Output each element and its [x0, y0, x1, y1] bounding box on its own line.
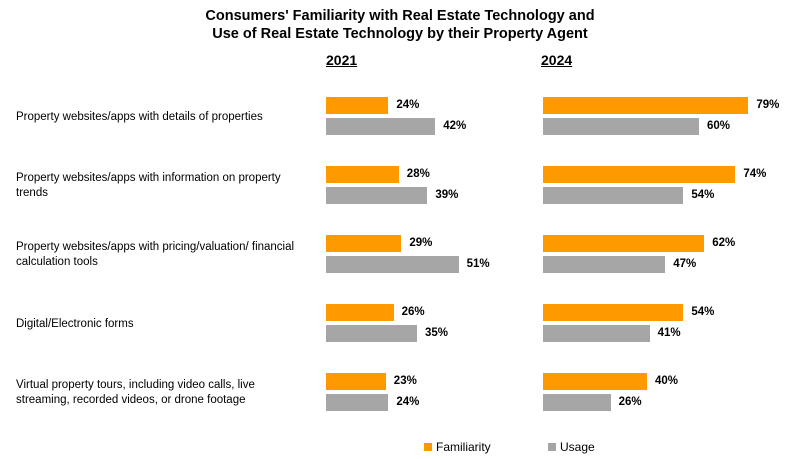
data-label-usage-2024-3: 47% — [673, 258, 697, 270]
chart-title-line-2: Use of Real Estate Technology by their P… — [212, 26, 588, 42]
data-label-familiarity-2021-1: 24% — [396, 99, 420, 111]
category-label-3-line-2: calculation tools — [16, 256, 98, 268]
chart-title: Consumers' Familiarity with Real Estate … — [0, 7, 800, 43]
bar-usage-2024-4 — [543, 325, 650, 342]
bar-usage-2021-5 — [326, 394, 389, 411]
legend-item-usage: Usage — [548, 440, 595, 454]
category-label-1: Property websites/apps with details of p… — [16, 110, 316, 125]
data-label-usage-2024-4: 41% — [657, 327, 681, 339]
data-label-usage-2024-2: 54% — [691, 189, 715, 201]
bar-usage-2021-3 — [326, 256, 459, 273]
bar-familiarity-2024-4 — [543, 304, 684, 321]
data-label-familiarity-2024-3: 62% — [712, 237, 736, 249]
bar-familiarity-2021-1 — [326, 97, 389, 114]
bar-usage-2021-4 — [326, 325, 417, 342]
category-label-4-line-1: Digital/Electronic forms — [16, 317, 134, 330]
data-label-familiarity-2024-1: 79% — [756, 99, 780, 111]
category-label-5-line-1: Virtual property tours, including video … — [16, 379, 255, 391]
data-label-usage-2021-5: 24% — [396, 396, 420, 408]
data-label-usage-2021-2: 39% — [435, 189, 459, 201]
data-label-usage-2021-4: 35% — [425, 327, 449, 339]
category-label-3-line-1: Property websites/apps with pricing/valu… — [16, 241, 295, 253]
legend-swatch-usage — [548, 443, 556, 451]
legend-item-familiarity: Familiarity — [424, 440, 491, 454]
panel-heading-2024: 2024 — [541, 52, 573, 68]
bar-usage-2024-2 — [543, 187, 684, 204]
category-label-2-line-2: trends — [16, 187, 48, 199]
data-label-familiarity-2021-4: 26% — [401, 306, 425, 318]
bar-usage-2024-5 — [543, 394, 611, 411]
bar-familiarity-2021-2 — [326, 166, 399, 183]
bar-familiarity-2024-1 — [543, 97, 749, 114]
bar-familiarity-2024-5 — [543, 373, 647, 390]
category-label-3: Property websites/apps with pricing/valu… — [16, 240, 316, 270]
panel-heading-2021: 2021 — [326, 52, 358, 68]
bar-usage-2021-1 — [326, 118, 436, 135]
category-label-2-line-1: Property websites/apps with information … — [16, 172, 281, 184]
legend-swatch-familiarity — [424, 443, 432, 451]
category-label-5: Virtual property tours, including video … — [16, 378, 316, 408]
data-label-familiarity-2021-3: 29% — [409, 237, 433, 249]
bar-familiarity-2024-2 — [543, 166, 736, 183]
bar-usage-2021-2 — [326, 187, 428, 204]
bar-familiarity-2024-3 — [543, 235, 705, 252]
category-label-4: Digital/Electronic forms — [16, 317, 316, 332]
legend-label-usage: Usage — [560, 440, 595, 454]
bar-usage-2024-3 — [543, 256, 666, 273]
bar-familiarity-2021-3 — [326, 235, 402, 252]
data-label-usage-2024-5: 26% — [618, 396, 642, 408]
data-label-familiarity-2021-5: 23% — [393, 375, 417, 387]
data-label-familiarity-2021-2: 28% — [406, 168, 430, 180]
data-label-familiarity-2024-5: 40% — [655, 375, 679, 387]
data-label-usage-2021-3: 51% — [466, 258, 490, 270]
category-label-2: Property websites/apps with information … — [16, 171, 316, 201]
data-label-familiarity-2024-2: 74% — [743, 168, 767, 180]
bar-usage-2024-1 — [543, 118, 699, 135]
category-label-5-line-2: streaming, recorded videos, or drone foo… — [16, 394, 246, 406]
data-label-usage-2024-1: 60% — [707, 120, 731, 132]
data-label-familiarity-2024-4: 54% — [691, 306, 715, 318]
chart-title-line-1: Consumers' Familiarity with Real Estate … — [205, 8, 595, 24]
bar-familiarity-2021-4 — [326, 304, 394, 321]
data-label-usage-2021-1: 42% — [443, 120, 467, 132]
legend-label-familiarity: Familiarity — [436, 440, 491, 454]
bar-familiarity-2021-5 — [326, 373, 386, 390]
category-label-1-line-1: Property websites/apps with details of p… — [16, 110, 263, 123]
